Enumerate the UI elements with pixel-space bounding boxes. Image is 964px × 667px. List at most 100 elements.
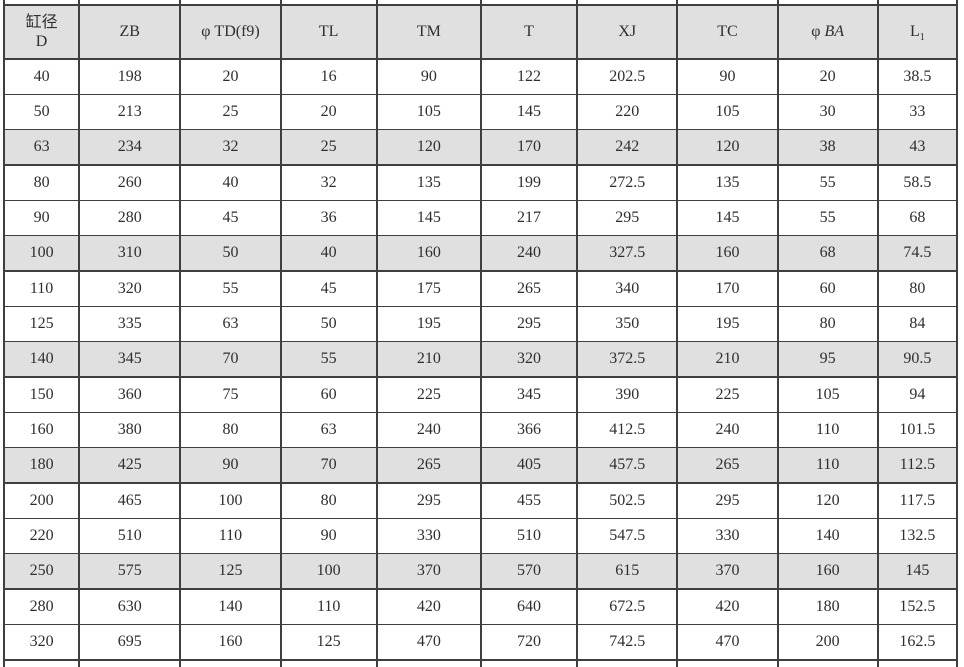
cutoff-cell <box>576 0 679 4</box>
table-cell: 210 <box>676 341 779 378</box>
table-cell: 198 <box>78 58 182 95</box>
column-header-label: 缸径 <box>25 13 58 31</box>
cutoff-cell <box>2 661 81 667</box>
cutoff-cell <box>78 661 182 667</box>
table-cell: 135 <box>375 164 482 201</box>
table-cell: 100 <box>279 553 378 590</box>
table-cell: 465 <box>78 482 182 519</box>
table-cell: 40 <box>179 164 282 201</box>
table-cell: 50 <box>279 306 378 342</box>
table-cell: 63 <box>279 412 378 448</box>
table-cell: 90 <box>676 58 779 95</box>
table-cell: 55 <box>776 200 879 236</box>
table-cell: 575 <box>78 553 182 590</box>
table-cell: 327.5 <box>576 235 679 272</box>
column-header-tl: TL <box>279 4 378 60</box>
table-cell: 90 <box>375 58 482 95</box>
table-cell: 405 <box>479 447 579 484</box>
table-cell: 360 <box>78 376 182 413</box>
column-header-label: φ BA <box>811 23 845 41</box>
table-cell: 20 <box>776 58 879 95</box>
table-cell: 280 <box>78 200 182 236</box>
column-header-t: T <box>479 4 579 60</box>
table-cell: 510 <box>479 518 579 554</box>
table-cell: 170 <box>479 129 579 166</box>
table-row: 180 425 90 70 265 405 457.5 265 110 112.5 <box>2 447 959 484</box>
table-cell: 94 <box>876 376 959 413</box>
phi-symbol: φ <box>811 23 825 41</box>
header-row: 缸径 D ZB φ TD(f9) TL TM T XJ TC φ BA L1 <box>2 4 959 60</box>
table-cell: 265 <box>375 447 482 484</box>
table-cell: 742.5 <box>576 624 679 661</box>
column-header-label: ZB <box>119 23 140 41</box>
cutoff-cell <box>78 0 182 4</box>
table-cell: 101.5 <box>876 412 959 448</box>
table-cell: 145 <box>375 200 482 236</box>
table-cell: 199 <box>479 164 579 201</box>
table-cell: 55 <box>776 164 879 201</box>
table-cell: 160 <box>2 412 81 448</box>
table-cell: 502.5 <box>576 482 679 519</box>
table-cell: 160 <box>179 624 282 661</box>
table-cell: 220 <box>2 518 81 554</box>
table-cell: 510 <box>78 518 182 554</box>
table-row: 125 335 63 50 195 295 350 195 80 84 <box>2 306 959 342</box>
cutoff-cell <box>179 661 282 667</box>
table-cell: 175 <box>375 270 482 307</box>
table-cell: 120 <box>776 482 879 519</box>
table-cell: 33 <box>876 94 959 130</box>
table-cell: 217 <box>479 200 579 236</box>
table-cell: 16 <box>279 58 378 95</box>
table-cell: 310 <box>78 235 182 272</box>
table-cell: 225 <box>676 376 779 413</box>
table-cell: 320 <box>78 270 182 307</box>
table-cell: 95 <box>776 341 879 378</box>
table-cell: 242 <box>576 129 679 166</box>
table-cell: 330 <box>375 518 482 554</box>
table-row: 150 360 75 60 225 345 390 225 105 94 <box>2 376 959 413</box>
cutoff-row-below <box>2 661 959 667</box>
table-cell: 234 <box>78 129 182 166</box>
cutoff-cell <box>676 0 779 4</box>
table-cell: 110 <box>279 588 378 625</box>
column-header-zb: ZB <box>78 4 182 60</box>
table-cell: 80 <box>2 164 81 201</box>
column-header-label: XJ <box>618 23 637 41</box>
table-cell: 140 <box>2 341 81 378</box>
table-cell: 90 <box>179 447 282 484</box>
table-cell: 162.5 <box>876 624 959 661</box>
table-row: 280 630 140 110 420 640 672.5 420 180 152.5 <box>2 588 959 625</box>
column-header-l1: L1 <box>876 4 959 60</box>
table-cell: 335 <box>78 306 182 342</box>
table-cell: 200 <box>2 482 81 519</box>
cutoff-cell <box>876 661 959 667</box>
table-cell: 60 <box>776 270 879 307</box>
table-cell: 420 <box>375 588 482 625</box>
table-cell: 32 <box>279 164 378 201</box>
table-cell: 570 <box>479 553 579 590</box>
table-cell: 105 <box>776 376 879 413</box>
cylinder-dimension-table: 缸径 D ZB φ TD(f9) TL TM T XJ TC φ BA L1 40 198 20 16 90… <box>2 4 959 661</box>
table-cell: 145 <box>676 200 779 236</box>
column-header-label: TL <box>318 23 339 41</box>
table-cell: 68 <box>776 235 879 272</box>
table-cell: 20 <box>179 58 282 95</box>
table-cell: 90 <box>279 518 378 554</box>
table-cell: 140 <box>179 588 282 625</box>
table-cell: 50 <box>179 235 282 272</box>
table-cell: 547.5 <box>576 518 679 554</box>
table-cell: 105 <box>375 94 482 130</box>
table-cell: 160 <box>375 235 482 272</box>
table-cell: 120 <box>375 129 482 166</box>
table-row: 80 260 40 32 135 199 272.5 135 55 58.5 <box>2 164 959 201</box>
table-row: 160 380 80 63 240 366 412.5 240 110 101.5 <box>2 412 959 448</box>
table-cell: 160 <box>676 235 779 272</box>
table-cell: 75 <box>179 376 282 413</box>
table-cell: 122 <box>479 58 579 95</box>
table-cell: 170 <box>676 270 779 307</box>
table-cell: 40 <box>2 58 81 95</box>
table-cell: 45 <box>279 270 378 307</box>
table-cell: 457.5 <box>576 447 679 484</box>
table-cell: 150 <box>2 376 81 413</box>
